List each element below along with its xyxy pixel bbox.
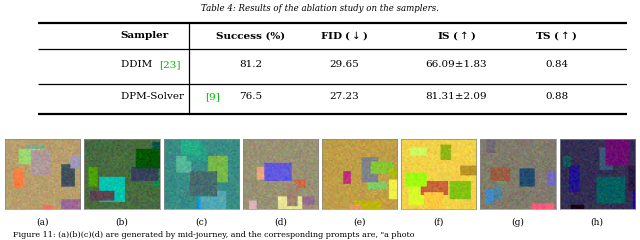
Text: 29.65: 29.65 bbox=[330, 60, 360, 69]
Text: (g): (g) bbox=[511, 217, 524, 227]
Text: Success (%): Success (%) bbox=[216, 31, 285, 40]
Text: (f): (f) bbox=[434, 217, 444, 227]
Text: (e): (e) bbox=[353, 217, 366, 227]
Text: 66.09±1.83: 66.09±1.83 bbox=[426, 60, 487, 69]
Text: FID ($\downarrow$): FID ($\downarrow$) bbox=[321, 29, 369, 42]
Text: (h): (h) bbox=[591, 217, 604, 227]
Text: (c): (c) bbox=[195, 217, 207, 227]
Text: 81.2: 81.2 bbox=[239, 60, 262, 69]
Text: 76.5: 76.5 bbox=[239, 92, 262, 101]
Text: IS ($\uparrow$): IS ($\uparrow$) bbox=[436, 29, 476, 42]
Text: (a): (a) bbox=[36, 217, 49, 227]
Text: 27.23: 27.23 bbox=[330, 92, 360, 101]
Text: Figure 11: (a)(b)(c)(d) are generated by mid-journey, and the corresponding prom: Figure 11: (a)(b)(c)(d) are generated by… bbox=[13, 231, 414, 239]
Text: 0.88: 0.88 bbox=[545, 92, 568, 101]
Text: 0.84: 0.84 bbox=[545, 60, 568, 69]
Text: DDIM: DDIM bbox=[121, 60, 156, 69]
Text: (b): (b) bbox=[116, 217, 129, 227]
Text: (d): (d) bbox=[274, 217, 287, 227]
Text: [23]: [23] bbox=[159, 60, 180, 69]
Text: Table 4: Results of the ablation study on the samplers.: Table 4: Results of the ablation study o… bbox=[201, 4, 439, 12]
Text: [9]: [9] bbox=[205, 92, 220, 101]
Text: 81.31±2.09: 81.31±2.09 bbox=[426, 92, 487, 101]
Text: Sampler: Sampler bbox=[121, 31, 169, 40]
Text: TS ($\uparrow$): TS ($\uparrow$) bbox=[536, 29, 578, 42]
Text: DPM-Solver: DPM-Solver bbox=[121, 92, 187, 101]
